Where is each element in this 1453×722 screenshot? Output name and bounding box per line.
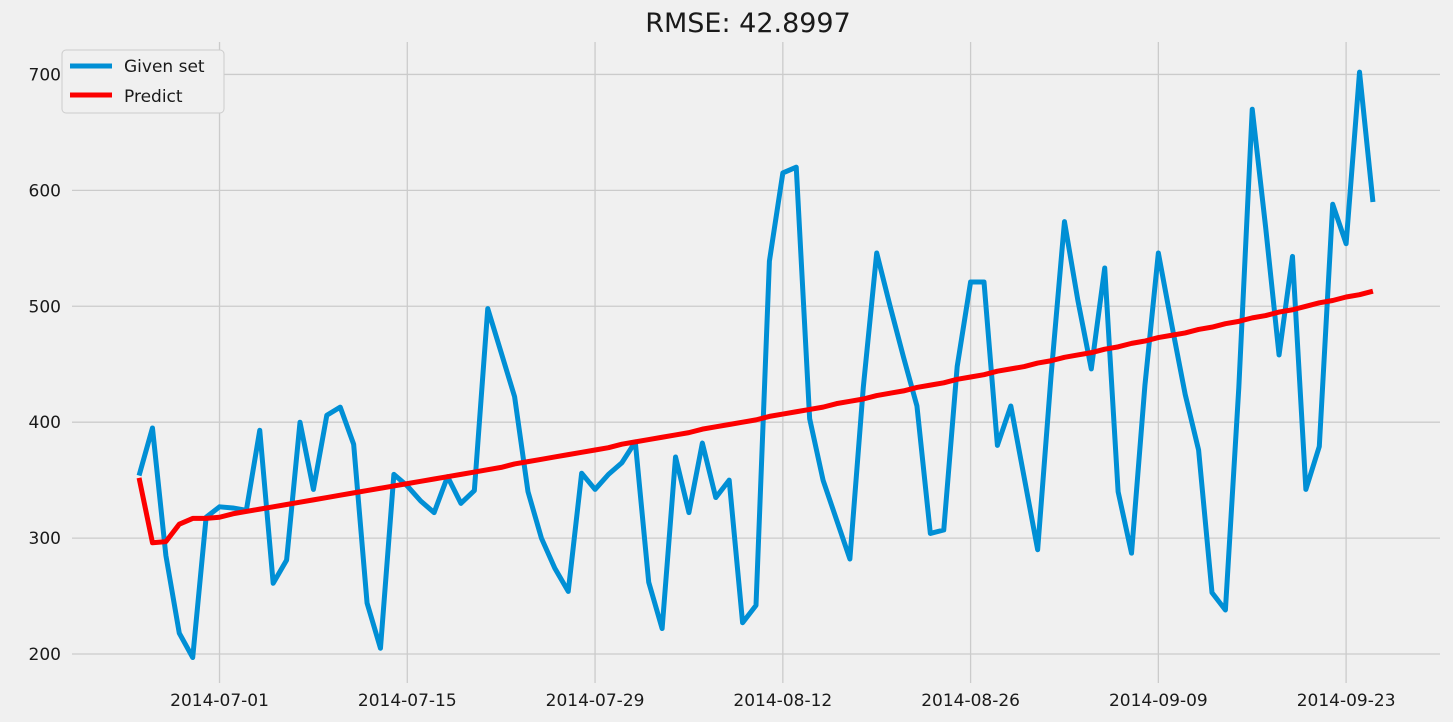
y-tick-label: 400: [29, 413, 61, 433]
legend-label-given-set: Given set: [124, 57, 205, 77]
x-tick-label: 2014-08-26: [921, 691, 1020, 711]
series-line-predict: [136, 288, 1374, 546]
x-tick-label: 2014-09-23: [1297, 691, 1396, 711]
legend: Given set Predict: [61, 49, 225, 114]
y-tick-label: 600: [29, 181, 61, 201]
x-tick-label: 2014-07-15: [358, 691, 457, 711]
x-tick-label: 2014-07-01: [170, 691, 269, 711]
series-line-given-set: [136, 69, 1376, 660]
x-tick-label: 2014-07-29: [546, 691, 645, 711]
x-tick-labels: 2014-07-01 2014-07-15 2014-07-29 2014-08-12…: [170, 691, 1395, 711]
chart-title: RMSE: 42.8997: [645, 8, 851, 39]
y-tick-label: 500: [29, 297, 61, 317]
legend-label-predict: Predict: [124, 87, 183, 107]
x-tick-label: 2014-09-09: [1109, 691, 1208, 711]
y-tick-label: 700: [29, 65, 61, 85]
y-tick-labels: 200 300 400 500 600 700: [29, 65, 61, 665]
y-tick-label: 200: [29, 645, 61, 665]
series-layer: [136, 69, 1376, 660]
x-tick-label: 2014-08-12: [733, 691, 832, 711]
y-tick-label: 300: [29, 529, 61, 549]
